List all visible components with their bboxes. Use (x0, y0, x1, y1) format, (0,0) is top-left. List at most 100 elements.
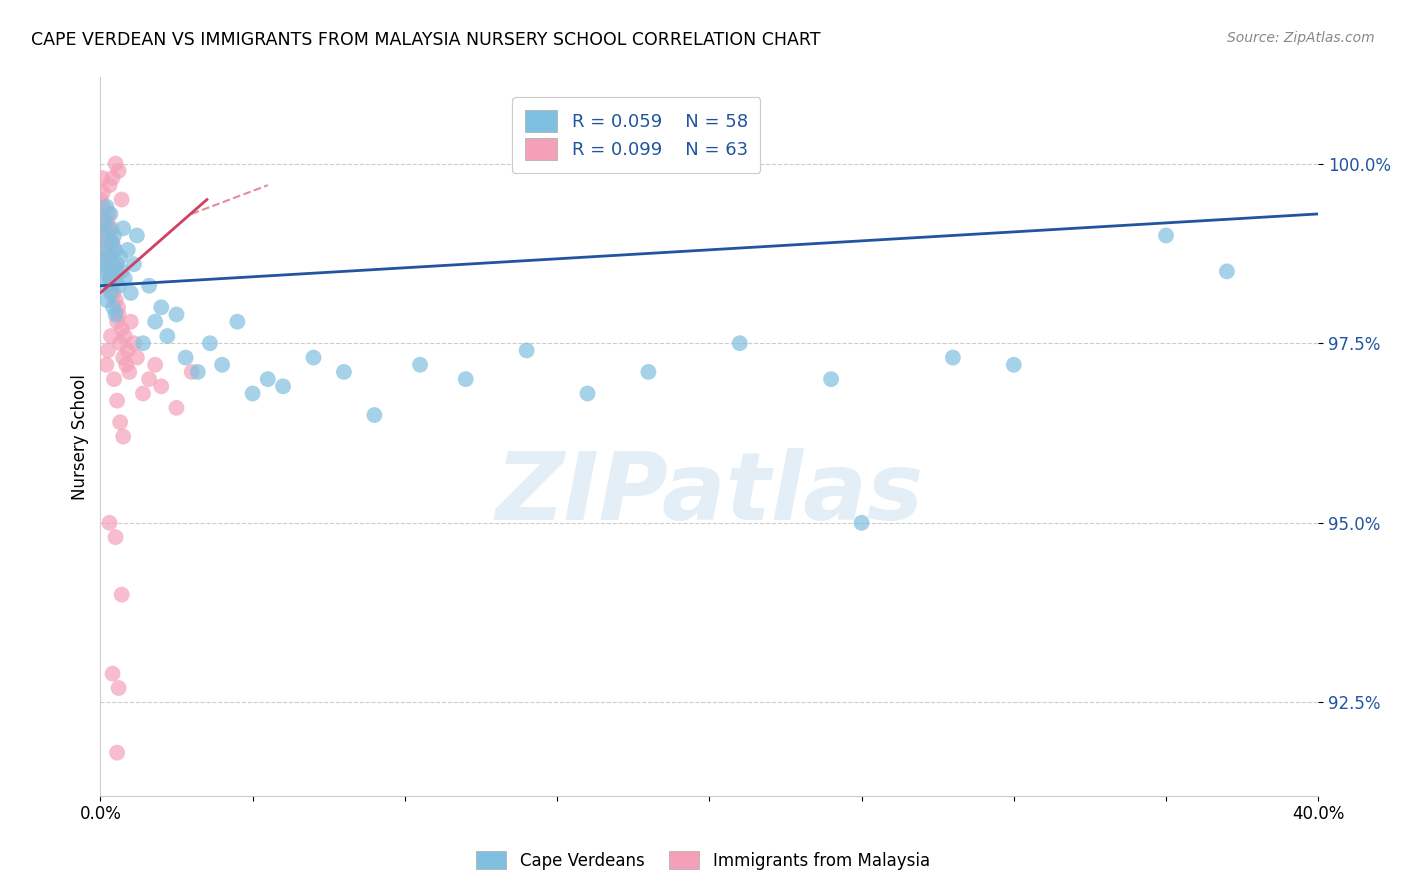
Point (97, 257, 120, 271)
Point (637, 365, 659, 379)
Point (211, 358, 233, 372)
Point (104, 243, 127, 257)
Point (187, 365, 209, 379)
Point (112, 351, 135, 365)
Point (122, 257, 145, 271)
Point (101, 264, 124, 278)
Point (302, 351, 325, 365)
Point (97, 250, 120, 264)
Point (117, 243, 139, 257)
Point (103, 285, 125, 300)
Point (96, 214, 118, 228)
Point (93, 235, 115, 250)
Point (108, 250, 131, 264)
Point (96, 243, 118, 257)
Point (105, 257, 128, 271)
Point (117, 343, 139, 358)
Point (107, 301, 129, 315)
Point (166, 401, 188, 415)
Point (101, 301, 124, 315)
Point (103, 228, 125, 243)
Point (122, 336, 145, 351)
Point (728, 336, 751, 351)
Point (105, 315, 128, 329)
Point (97, 343, 120, 358)
Point (104, 308, 127, 322)
Point (114, 329, 136, 343)
Point (98, 178, 121, 193)
Point (143, 315, 166, 329)
Point (125, 351, 148, 365)
Point (100, 329, 122, 343)
Point (118, 365, 141, 379)
Point (94, 278, 117, 293)
Legend: R = 0.059    N = 58, R = 0.099    N = 63: R = 0.059 N = 58, R = 0.099 N = 63 (512, 97, 761, 173)
Point (91, 186, 114, 200)
Point (454, 372, 477, 386)
Point (101, 278, 124, 293)
Point (198, 336, 221, 351)
Point (1216, 264, 1239, 278)
Point (180, 365, 202, 379)
Point (363, 408, 385, 422)
Point (138, 372, 160, 386)
Point (111, 588, 134, 602)
Point (97, 221, 120, 235)
Point (98, 271, 121, 285)
Point (98, 271, 121, 285)
Point (1002, 358, 1025, 372)
Point (150, 379, 173, 393)
Point (111, 322, 134, 336)
Point (100, 250, 122, 264)
Point (101, 666, 124, 681)
Point (112, 221, 135, 235)
Point (942, 351, 965, 365)
Point (93, 214, 115, 228)
Point (120, 285, 142, 300)
Point (105, 393, 128, 408)
Point (820, 372, 842, 386)
Point (97, 207, 120, 221)
Point (91, 228, 114, 243)
Point (132, 336, 155, 351)
Point (150, 301, 173, 315)
Text: ZIPatlas: ZIPatlas (495, 448, 924, 540)
Text: CAPE VERDEAN VS IMMIGRANTS FROM MALAYSIA NURSERY SCHOOL CORRELATION CHART: CAPE VERDEAN VS IMMIGRANTS FROM MALAYSIA… (31, 31, 821, 49)
Point (104, 530, 127, 544)
Point (114, 271, 136, 285)
Point (111, 264, 134, 278)
Point (104, 293, 127, 307)
Point (156, 329, 179, 343)
Point (98, 516, 121, 530)
Point (97, 264, 120, 278)
Point (103, 243, 125, 257)
Point (100, 221, 122, 235)
Point (101, 235, 124, 250)
Point (108, 336, 131, 351)
Point (120, 315, 142, 329)
Point (103, 372, 125, 386)
Point (226, 315, 249, 329)
Point (93, 200, 115, 214)
Point (98, 228, 121, 243)
Point (143, 358, 166, 372)
Text: Source: ZipAtlas.com: Source: ZipAtlas.com (1227, 31, 1375, 45)
Point (576, 386, 599, 401)
Point (242, 386, 264, 401)
Point (174, 351, 197, 365)
Point (90, 264, 112, 278)
Point (100, 207, 122, 221)
Point (101, 171, 124, 186)
Point (94, 250, 117, 264)
Point (333, 365, 356, 379)
Point (94, 257, 117, 271)
Y-axis label: Nursery School: Nursery School (72, 374, 89, 500)
Point (107, 681, 129, 695)
Point (96, 200, 118, 214)
Point (115, 358, 138, 372)
Point (107, 278, 129, 293)
Point (111, 193, 134, 207)
Point (138, 278, 160, 293)
Point (96, 293, 118, 307)
Point (271, 379, 294, 393)
